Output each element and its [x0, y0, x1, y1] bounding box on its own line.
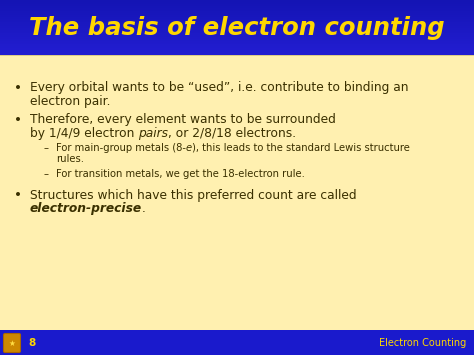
Text: –: –	[44, 143, 48, 153]
Text: •: •	[14, 189, 22, 202]
Text: .: .	[142, 202, 146, 215]
Text: •: •	[14, 113, 22, 127]
Text: ), this leads to the standard Lewis structure: ), this leads to the standard Lewis stru…	[192, 143, 410, 153]
Text: –: –	[44, 169, 48, 179]
Text: Every orbital wants to be “used”, i.e. contribute to binding an: Every orbital wants to be “used”, i.e. c…	[30, 81, 409, 94]
Text: by 1/4/9 electron: by 1/4/9 electron	[30, 126, 138, 140]
Text: •: •	[14, 81, 22, 95]
Text: For main-group metals (8-: For main-group metals (8-	[56, 143, 186, 153]
Text: For transition metals, we get the 18-electron rule.: For transition metals, we get the 18-ele…	[56, 169, 305, 179]
Text: rules.: rules.	[56, 154, 84, 164]
Text: ★: ★	[9, 339, 16, 348]
Text: The basis of electron counting: The basis of electron counting	[29, 16, 445, 39]
FancyBboxPatch shape	[3, 333, 20, 353]
Text: electron pair.: electron pair.	[30, 94, 110, 108]
Text: Structures which have this preferred count are called: Structures which have this preferred cou…	[30, 189, 356, 202]
Text: e: e	[186, 143, 192, 153]
Text: 8: 8	[28, 338, 35, 348]
Text: Therefore, every element wants to be surrounded: Therefore, every element wants to be sur…	[30, 113, 336, 126]
Text: electron-precise: electron-precise	[30, 202, 142, 215]
Text: Electron Counting: Electron Counting	[379, 338, 466, 348]
Text: , or 2/8/18 electrons.: , or 2/8/18 electrons.	[168, 126, 296, 140]
Text: pairs: pairs	[138, 126, 168, 140]
